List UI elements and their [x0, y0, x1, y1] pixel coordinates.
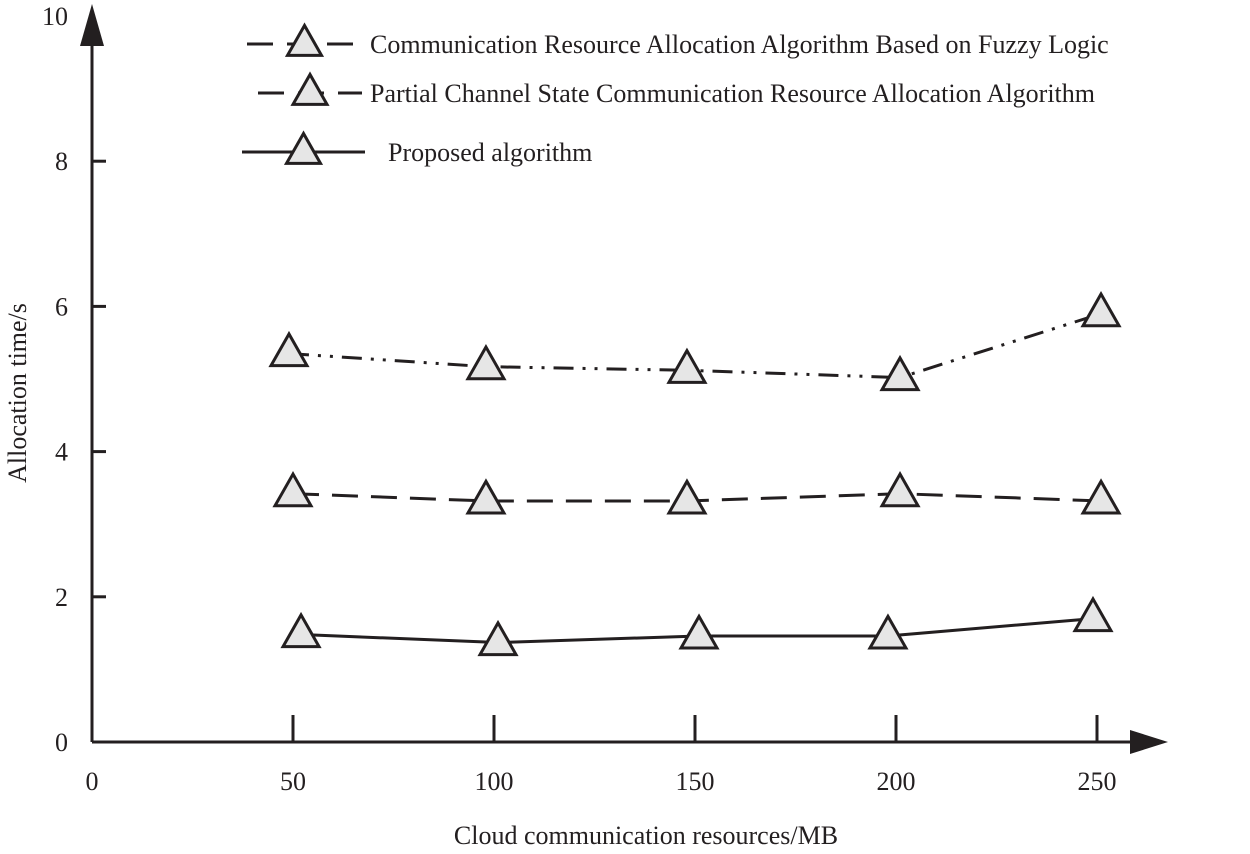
x-tick-label: 50: [280, 767, 306, 796]
y-tick-label: 10: [42, 2, 68, 31]
y-axis-title: Allocation time/s: [3, 303, 32, 483]
axis-ticks: 0 50 100 150 200 250 0 2 4 6 8 10: [42, 2, 1117, 796]
y-tick-label: 6: [55, 292, 68, 321]
legend-label: Communication Resource Allocation Algori…: [370, 30, 1109, 59]
x-axis-arrow: [1130, 730, 1168, 754]
data-point-marker: [268, 330, 310, 368]
data-point-marker: [1072, 595, 1114, 633]
x-tick-label: 100: [475, 767, 514, 796]
data-point-marker: [666, 347, 708, 384]
data-point-marker: [867, 613, 909, 650]
x-axis-title: Cloud communication resources/MB: [454, 821, 838, 850]
y-tick-label: 4: [55, 438, 68, 467]
series-layer: [268, 290, 1122, 657]
series-3: [280, 595, 1114, 657]
x-tick-label: 150: [676, 767, 715, 796]
legend-entry: Proposed algorithm: [242, 130, 592, 167]
data-point-marker: [272, 471, 314, 508]
data-point-marker: [678, 613, 720, 650]
x-tick-label: 200: [877, 767, 916, 796]
y-tick-label: 8: [55, 147, 68, 176]
series-2: [268, 290, 1122, 392]
y-axis-arrow: [80, 4, 104, 46]
legend-marker: [290, 71, 330, 106]
chart-axes: [80, 4, 1168, 754]
y-tick-label: 0: [55, 728, 68, 757]
data-point-marker: [879, 354, 921, 392]
legend-marker: [283, 130, 324, 165]
y-tick-label: 2: [55, 583, 68, 612]
series-1: [272, 471, 1122, 515]
legend: Communication Resource Allocation Algori…: [242, 22, 1109, 167]
legend-entry: Communication Resource Allocation Algori…: [247, 22, 1109, 59]
data-point-marker: [465, 343, 507, 381]
data-point-marker: [280, 611, 322, 649]
legend-label: Proposed algorithm: [388, 138, 592, 167]
x-tick-label: 0: [86, 767, 99, 796]
data-point-marker: [465, 478, 507, 515]
legend-entry: Partial Channel State Communication Reso…: [258, 71, 1095, 108]
data-point-marker: [879, 471, 921, 508]
legend-label: Partial Channel State Communication Reso…: [370, 79, 1095, 108]
data-point-marker: [1080, 478, 1122, 515]
data-point-marker: [477, 619, 519, 657]
legend-marker: [284, 22, 325, 57]
data-point-marker: [1080, 290, 1122, 328]
data-point-marker: [666, 478, 708, 515]
x-tick-label: 250: [1078, 767, 1117, 796]
